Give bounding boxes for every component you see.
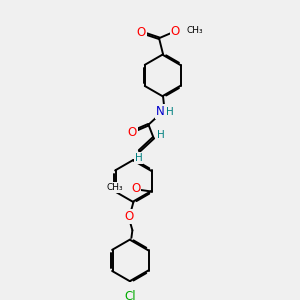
Text: H: H: [135, 153, 142, 163]
Text: H: H: [166, 106, 173, 117]
Text: H: H: [157, 130, 164, 140]
Text: Cl: Cl: [124, 290, 136, 300]
Text: O: O: [137, 26, 146, 39]
Text: O: O: [125, 210, 134, 223]
Text: N: N: [156, 105, 165, 118]
Text: CH₃: CH₃: [187, 26, 203, 35]
Text: CH₃: CH₃: [107, 183, 124, 192]
Text: O: O: [131, 182, 140, 195]
Text: O: O: [170, 25, 180, 38]
Text: O: O: [128, 126, 137, 139]
